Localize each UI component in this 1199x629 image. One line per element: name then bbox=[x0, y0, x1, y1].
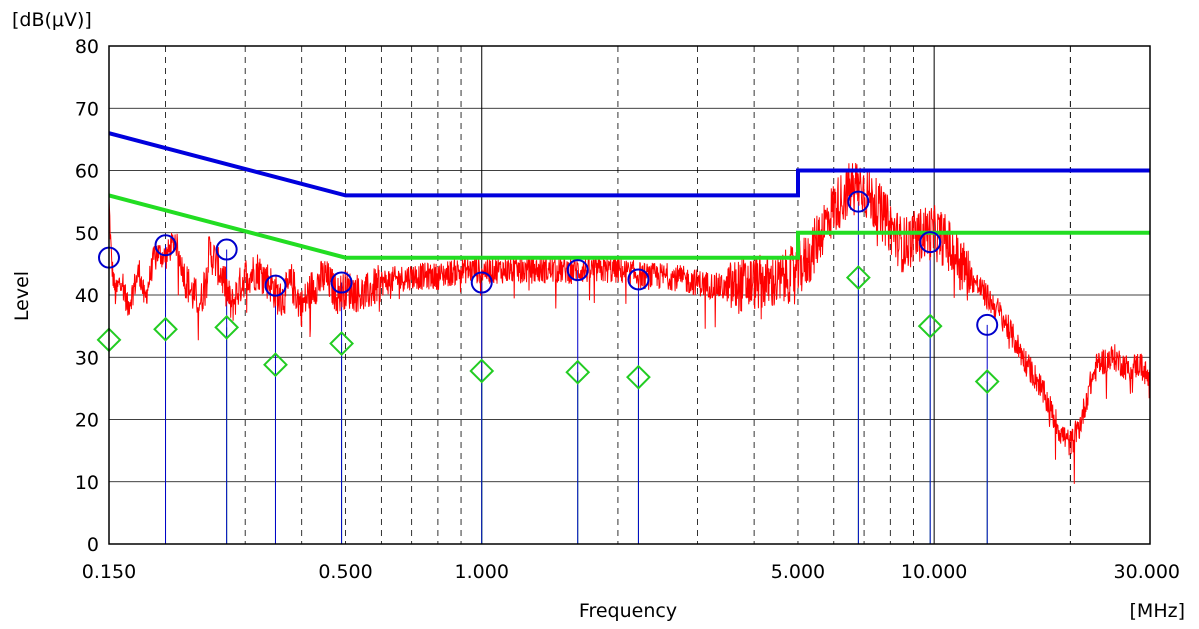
av-marker bbox=[845, 265, 871, 290]
av-marker bbox=[626, 364, 651, 390]
measurement-trace bbox=[108, 162, 1151, 484]
qp-marker bbox=[154, 234, 177, 257]
y-tick-label: 70 bbox=[75, 98, 99, 120]
x-unit-label: [MHz] bbox=[1130, 600, 1185, 622]
qp-marker bbox=[330, 271, 353, 294]
av-marker bbox=[917, 313, 943, 339]
grid bbox=[109, 45, 1150, 545]
qp-marker bbox=[264, 274, 287, 297]
y-tick-label: 60 bbox=[75, 161, 99, 183]
av-marker bbox=[214, 314, 240, 340]
av-marker bbox=[153, 316, 178, 342]
y-tick-label: 50 bbox=[75, 223, 99, 245]
av-marker bbox=[469, 358, 495, 384]
qp-marker bbox=[215, 238, 238, 261]
av-marker bbox=[329, 331, 354, 356]
x-tick-label: 30.000 bbox=[1114, 561, 1180, 583]
av-marker bbox=[565, 359, 591, 385]
plot-frame bbox=[108, 45, 1151, 545]
x-tick-label: 0.500 bbox=[318, 561, 372, 583]
av-marker bbox=[974, 369, 1000, 394]
y-axis-title: Level bbox=[11, 271, 33, 321]
x-tick-labels: 0.150 0.500 1.000 5.000 10.000 30.000 bbox=[82, 561, 1180, 583]
y-unit-label: [dB(μV)] bbox=[12, 9, 92, 31]
y-tick-label: 10 bbox=[75, 472, 99, 494]
x-tick-label: 0.150 bbox=[82, 561, 136, 583]
y-tick-labels: 0 10 20 30 40 50 60 70 80 bbox=[75, 36, 99, 556]
av-marker-stems bbox=[108, 277, 988, 544]
av-marker bbox=[263, 352, 288, 378]
y-tick-label: 0 bbox=[87, 534, 99, 556]
x-tick-label: 10.000 bbox=[901, 561, 967, 583]
qp-markers bbox=[98, 190, 999, 336]
qp-marker bbox=[847, 190, 870, 213]
av-markers bbox=[96, 265, 1000, 394]
qp-marker bbox=[470, 271, 493, 294]
limit-line-qp bbox=[108, 131, 1150, 198]
y-tick-label: 20 bbox=[75, 410, 99, 432]
y-tick-label: 40 bbox=[75, 285, 99, 307]
x-tick-label: 5.000 bbox=[771, 561, 825, 583]
y-tick-label: 30 bbox=[75, 347, 99, 369]
qp-marker bbox=[976, 313, 999, 336]
x-tick-label: 1.000 bbox=[455, 561, 509, 583]
qp-marker bbox=[627, 268, 650, 291]
x-axis-title: Frequency bbox=[579, 600, 677, 622]
y-tick-label: 80 bbox=[75, 36, 99, 58]
qp-marker bbox=[919, 231, 942, 254]
qp-marker-stems bbox=[108, 201, 988, 544]
qp-marker bbox=[566, 259, 589, 282]
limit-line-av bbox=[108, 193, 1150, 260]
